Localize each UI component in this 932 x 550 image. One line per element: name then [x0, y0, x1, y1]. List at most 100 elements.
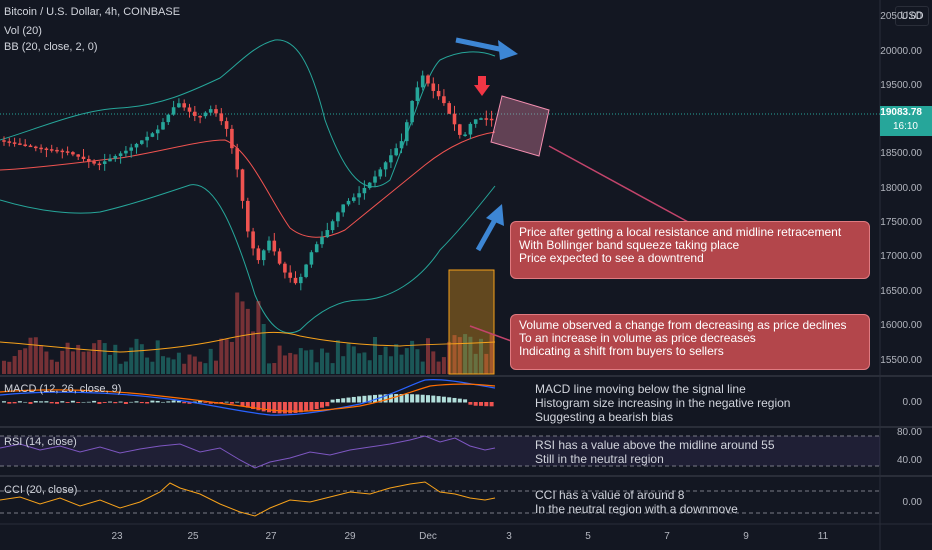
macd-histogram-bar — [192, 401, 197, 403]
volume-bar — [489, 334, 494, 374]
macd-histogram-bar — [182, 402, 187, 404]
volume-annotation-box[interactable]: Volume observed a change from decreasing… — [510, 314, 870, 370]
red-down-arrow[interactable] — [474, 76, 490, 96]
volume-bar — [129, 347, 134, 374]
candle-body — [150, 133, 155, 137]
volume-bar — [192, 356, 197, 374]
candle-body — [463, 134, 467, 136]
volume-bar — [155, 340, 160, 374]
volume-bar — [351, 346, 356, 374]
annotation-line: Indicating a shift from buyers to seller… — [519, 344, 724, 358]
macd-histogram-bar — [399, 394, 404, 403]
rsi-annotation[interactable]: RSI has a value above the midline around… — [535, 438, 775, 466]
price-axis-label: 18000.00 — [880, 183, 922, 194]
candle-body — [346, 200, 351, 205]
candle-body — [473, 119, 478, 124]
candle-body — [362, 187, 367, 194]
price-axis-label: 15500.00 — [880, 355, 922, 366]
time-axis-label: 29 — [344, 531, 356, 542]
candle-body — [447, 103, 451, 114]
macd-histogram-bar — [447, 397, 452, 403]
blue-arrow-lower[interactable] — [475, 204, 504, 252]
candle-body — [2, 140, 6, 142]
macd-histogram-bar — [362, 395, 367, 403]
volume-bar — [314, 362, 319, 374]
volume-indicator-label[interactable]: Vol (20) — [4, 25, 42, 37]
macd-histogram-bar — [373, 394, 377, 403]
macd-histogram-bar — [436, 396, 441, 403]
volume-bar — [49, 359, 54, 374]
blue-arrow-top[interactable] — [455, 37, 518, 60]
macd-histogram-bar — [468, 402, 473, 405]
volume-bar — [341, 356, 346, 374]
rsi-title[interactable]: RSI (14, close) — [4, 436, 77, 448]
candle-body — [134, 143, 139, 148]
volume-bar — [320, 348, 324, 374]
candle-body — [129, 147, 133, 151]
macd-histogram-bar — [55, 402, 59, 404]
macd-histogram-bar — [113, 402, 118, 404]
macd-histogram-bar — [108, 401, 112, 403]
candle-body — [235, 148, 239, 170]
macd-histogram-bar — [341, 398, 346, 403]
candle-body — [55, 149, 59, 152]
annotation-line: Price after getting a local resistance a… — [519, 225, 842, 239]
candle-body — [320, 237, 324, 245]
macd-histogram-bar — [457, 398, 462, 403]
macd-histogram-bar — [23, 401, 28, 403]
macd-histogram-bar — [410, 394, 415, 403]
candle-body — [203, 112, 208, 117]
volume-bar — [70, 351, 75, 374]
volume-bar — [214, 360, 218, 374]
macd-annotation[interactable]: MACD line moving below the signal line H… — [535, 382, 790, 424]
candle-body — [304, 264, 308, 277]
macd-histogram-bar — [293, 402, 298, 413]
bb-upper-band — [0, 39, 496, 188]
macd-histogram-bar — [145, 402, 150, 404]
candle-body — [299, 276, 303, 284]
candle-body — [383, 162, 388, 170]
rsi-band — [0, 436, 880, 466]
macd-histogram-bar — [288, 402, 293, 414]
macd-histogram-bar — [33, 401, 38, 403]
macd-histogram-bar — [489, 402, 494, 407]
volume-highlight-rectangle[interactable] — [448, 269, 495, 375]
candle-body — [267, 240, 271, 251]
macd-title[interactable]: MACD (12, 26, close, 9) — [4, 383, 122, 395]
volume-bar — [12, 356, 17, 374]
macd-histogram-bar — [309, 402, 314, 411]
macd-histogram-bar — [473, 402, 478, 406]
cci-annotation[interactable]: CCI has a value of around 8 In the neutr… — [535, 488, 738, 516]
bollinger-indicator-label[interactable]: BB (20, close, 2, 0) — [4, 41, 98, 53]
macd-histogram-bar — [304, 402, 309, 412]
volume-bar — [330, 363, 335, 374]
currency-button[interactable]: USD — [895, 6, 929, 26]
candle-body — [113, 156, 118, 159]
current-price-marker — [880, 106, 932, 136]
candle-body — [410, 101, 414, 123]
macd-histogram-bar — [357, 396, 362, 403]
candle-body — [76, 154, 80, 157]
symbol-title[interactable]: Bitcoin / U.S. Dollar, 4h, COINBASE — [4, 6, 181, 18]
projection-rectangle[interactable] — [490, 95, 550, 157]
candle-body — [251, 231, 255, 249]
macd-histogram-bar — [166, 401, 171, 403]
macd-histogram-bar — [86, 401, 91, 403]
candle-body — [108, 158, 112, 162]
macd-histogram-bar — [219, 402, 224, 404]
macd-histogram-bar — [176, 400, 181, 403]
annotation-line: To an increase in volume as price decrea… — [519, 331, 756, 345]
price-axis-label: 18500.00 — [880, 148, 922, 159]
price-axis-label: 20000.00 — [880, 46, 922, 57]
candle-body — [97, 163, 102, 166]
volume-bar — [261, 323, 266, 374]
candle-body — [166, 114, 171, 123]
annotation-line: RSI has a value above the midline around… — [535, 438, 775, 452]
candle-body — [230, 128, 234, 149]
macd-histogram-bar — [320, 402, 324, 408]
candle-body — [18, 143, 22, 145]
cci-title[interactable]: CCI (20, close) — [4, 484, 78, 496]
volume-bar — [28, 337, 33, 374]
price-annotation-box[interactable]: Price after getting a local resistance a… — [510, 221, 870, 279]
